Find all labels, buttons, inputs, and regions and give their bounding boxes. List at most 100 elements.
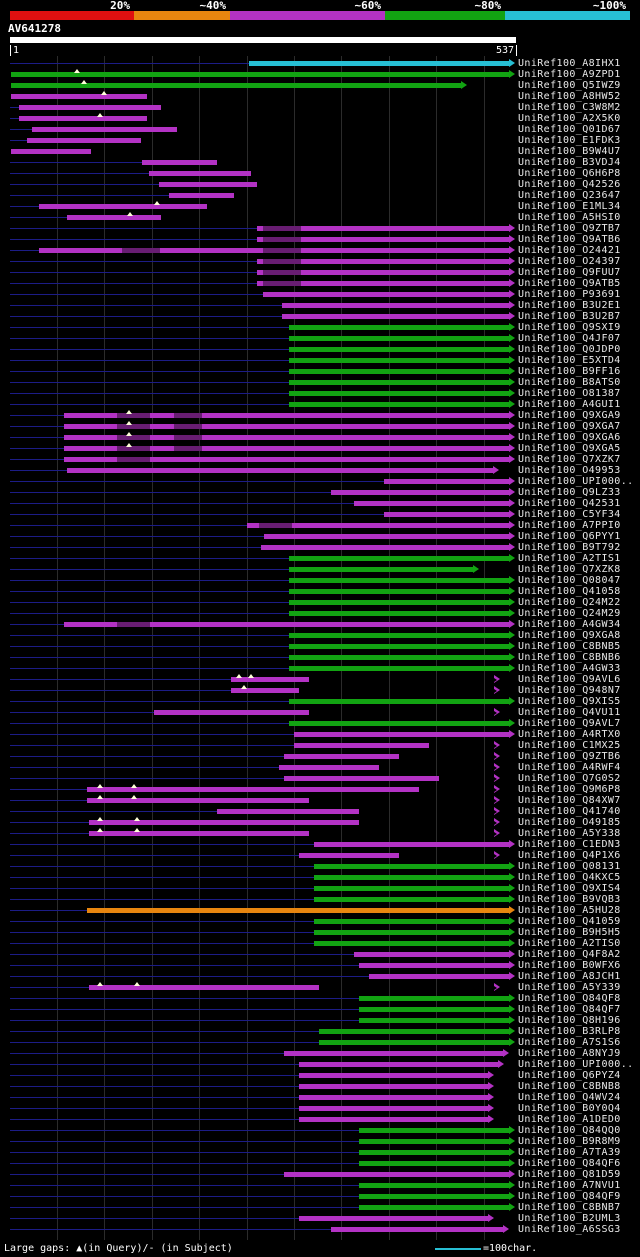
hit-bar[interactable]: [284, 1051, 504, 1056]
hit-bar[interactable]: [87, 908, 510, 913]
hit-bar[interactable]: [89, 985, 320, 990]
hit-bar[interactable]: [358, 1161, 510, 1166]
hit-bar[interactable]: [299, 1106, 489, 1111]
hit-label[interactable]: UniRef100_Q9AVL7: [518, 718, 621, 729]
hit-bar[interactable]: [288, 380, 510, 385]
hit-label[interactable]: UniRef100_A1DED0: [518, 1114, 621, 1125]
hit-label[interactable]: UniRef100_Q9ATB5: [518, 278, 621, 289]
hit-label[interactable]: UniRef100_Q9XGA9: [518, 410, 621, 421]
hit-label[interactable]: UniRef100_Q9SXI9: [518, 322, 621, 333]
hit-label[interactable]: UniRef100_Q9ATB6: [518, 234, 621, 245]
hit-label[interactable]: UniRef100_A8HW52: [518, 91, 621, 102]
hit-bar[interactable]: [358, 963, 510, 968]
hit-bar[interactable]: [87, 787, 419, 792]
hit-bar[interactable]: [288, 644, 510, 649]
hit-label[interactable]: UniRef100_Q9XGA8: [518, 630, 621, 641]
hit-bar[interactable]: [10, 72, 510, 77]
hit-label[interactable]: UniRef100_Q7XZK8: [518, 564, 621, 575]
hit-bar[interactable]: [288, 655, 510, 660]
hit-label[interactable]: UniRef100_Q7XZK7: [518, 454, 621, 465]
hit-bar[interactable]: [89, 820, 359, 825]
hit-bar[interactable]: [314, 897, 510, 902]
hit-label[interactable]: UniRef100_E1FDK3: [518, 135, 621, 146]
hit-label[interactable]: UniRef100_B3RLP8: [518, 1026, 621, 1037]
hit-label[interactable]: UniRef100_O81387: [518, 388, 621, 399]
hit-bar[interactable]: [19, 105, 161, 110]
hit-label[interactable]: UniRef100_Q42531: [518, 498, 621, 509]
hit-label[interactable]: UniRef100_B0WFX6: [518, 960, 621, 971]
hit-label[interactable]: UniRef100_A5Y338: [518, 828, 621, 839]
hit-label[interactable]: UniRef100_O24397: [518, 256, 621, 267]
hit-label[interactable]: UniRef100_B3VDJ4: [518, 157, 621, 168]
hit-bar[interactable]: [264, 534, 510, 539]
hit-bar[interactable]: [231, 677, 309, 682]
hit-bar[interactable]: [19, 116, 147, 121]
hit-bar[interactable]: [358, 1018, 510, 1023]
hit-bar[interactable]: [314, 886, 510, 891]
hit-bar[interactable]: [10, 149, 92, 154]
hit-bar[interactable]: [10, 94, 147, 99]
hit-label[interactable]: UniRef100_Q81D59: [518, 1169, 621, 1180]
hit-label[interactable]: UniRef100_A7NVU1: [518, 1180, 621, 1191]
hit-label[interactable]: UniRef100_Q9FUU7: [518, 267, 621, 278]
hit-bar[interactable]: [299, 1095, 489, 1100]
hit-label[interactable]: UniRef100_Q23647: [518, 190, 621, 201]
hit-label[interactable]: UniRef100_O49185: [518, 817, 621, 828]
hit-label[interactable]: UniRef100_Q08047: [518, 575, 621, 586]
hit-bar[interactable]: [284, 1172, 510, 1177]
hit-label[interactable]: UniRef100_Q08131: [518, 861, 621, 872]
hit-label[interactable]: UniRef100_Q9AVL6: [518, 674, 621, 685]
hit-bar[interactable]: [63, 435, 510, 440]
hit-bar[interactable]: [284, 754, 400, 759]
hit-label[interactable]: UniRef100_A2X5K0: [518, 113, 621, 124]
hit-bar[interactable]: [288, 589, 510, 594]
hit-bar[interactable]: [314, 875, 510, 880]
hit-label[interactable]: UniRef100_A4RWF4: [518, 762, 621, 773]
hit-bar[interactable]: [284, 776, 439, 781]
hit-bar[interactable]: [288, 402, 510, 407]
hit-label[interactable]: UniRef100_C3W8M2: [518, 102, 621, 113]
hit-bar[interactable]: [358, 1205, 510, 1210]
hit-bar[interactable]: [154, 710, 309, 715]
hit-bar[interactable]: [26, 138, 141, 143]
hit-label[interactable]: UniRef100_C8BNB8: [518, 1081, 621, 1092]
hit-bar[interactable]: [288, 336, 510, 341]
hit-label[interactable]: UniRef100_Q9XGA5: [518, 443, 621, 454]
hit-label[interactable]: UniRef100_Q4KXC5: [518, 872, 621, 883]
hit-bar[interactable]: [39, 248, 510, 253]
hit-bar[interactable]: [358, 1183, 510, 1188]
hit-bar[interactable]: [331, 1227, 504, 1232]
hit-label[interactable]: UniRef100_Q6PYY1: [518, 531, 621, 542]
hit-label[interactable]: UniRef100_O24421: [518, 245, 621, 256]
hit-bar[interactable]: [288, 633, 510, 638]
hit-label[interactable]: UniRef100_A7TA39: [518, 1147, 621, 1158]
hit-label[interactable]: UniRef100_B9H5H5: [518, 927, 621, 938]
hit-label[interactable]: UniRef100_A7S1S6: [518, 1037, 621, 1048]
hit-bar[interactable]: [63, 424, 510, 429]
hit-label[interactable]: UniRef100_A5HU28: [518, 905, 621, 916]
hit-label[interactable]: UniRef100_A4GUI1: [518, 399, 621, 410]
hit-label[interactable]: UniRef100_Q9XGA7: [518, 421, 621, 432]
hit-bar[interactable]: [384, 512, 510, 517]
hit-bar[interactable]: [353, 501, 510, 506]
hit-bar[interactable]: [358, 1139, 510, 1144]
hit-label[interactable]: UniRef100_Q01D67: [518, 124, 621, 135]
hit-bar[interactable]: [314, 930, 510, 935]
hit-bar[interactable]: [314, 842, 510, 847]
hit-label[interactable]: UniRef100_A5HSI0: [518, 212, 621, 223]
hit-bar[interactable]: [384, 479, 510, 484]
hit-label[interactable]: UniRef100_Q24M29: [518, 608, 621, 619]
hit-label[interactable]: UniRef100_Q4WV24: [518, 1092, 621, 1103]
hit-label[interactable]: UniRef100_UPI000..: [518, 1059, 634, 1070]
hit-label[interactable]: UniRef100_A4GW33: [518, 663, 621, 674]
hit-label[interactable]: UniRef100_C8BNB6: [518, 652, 621, 663]
hit-label[interactable]: UniRef100_B3U2B7: [518, 311, 621, 322]
hit-bar[interactable]: [89, 831, 309, 836]
hit-bar[interactable]: [217, 809, 359, 814]
hit-bar[interactable]: [249, 61, 510, 66]
hit-label[interactable]: UniRef100_E1ML34: [518, 201, 621, 212]
hit-bar[interactable]: [314, 919, 510, 924]
hit-bar[interactable]: [256, 226, 510, 231]
hit-label[interactable]: UniRef100_Q9LZ33: [518, 487, 621, 498]
hit-label[interactable]: UniRef100_B9VQB3: [518, 894, 621, 905]
